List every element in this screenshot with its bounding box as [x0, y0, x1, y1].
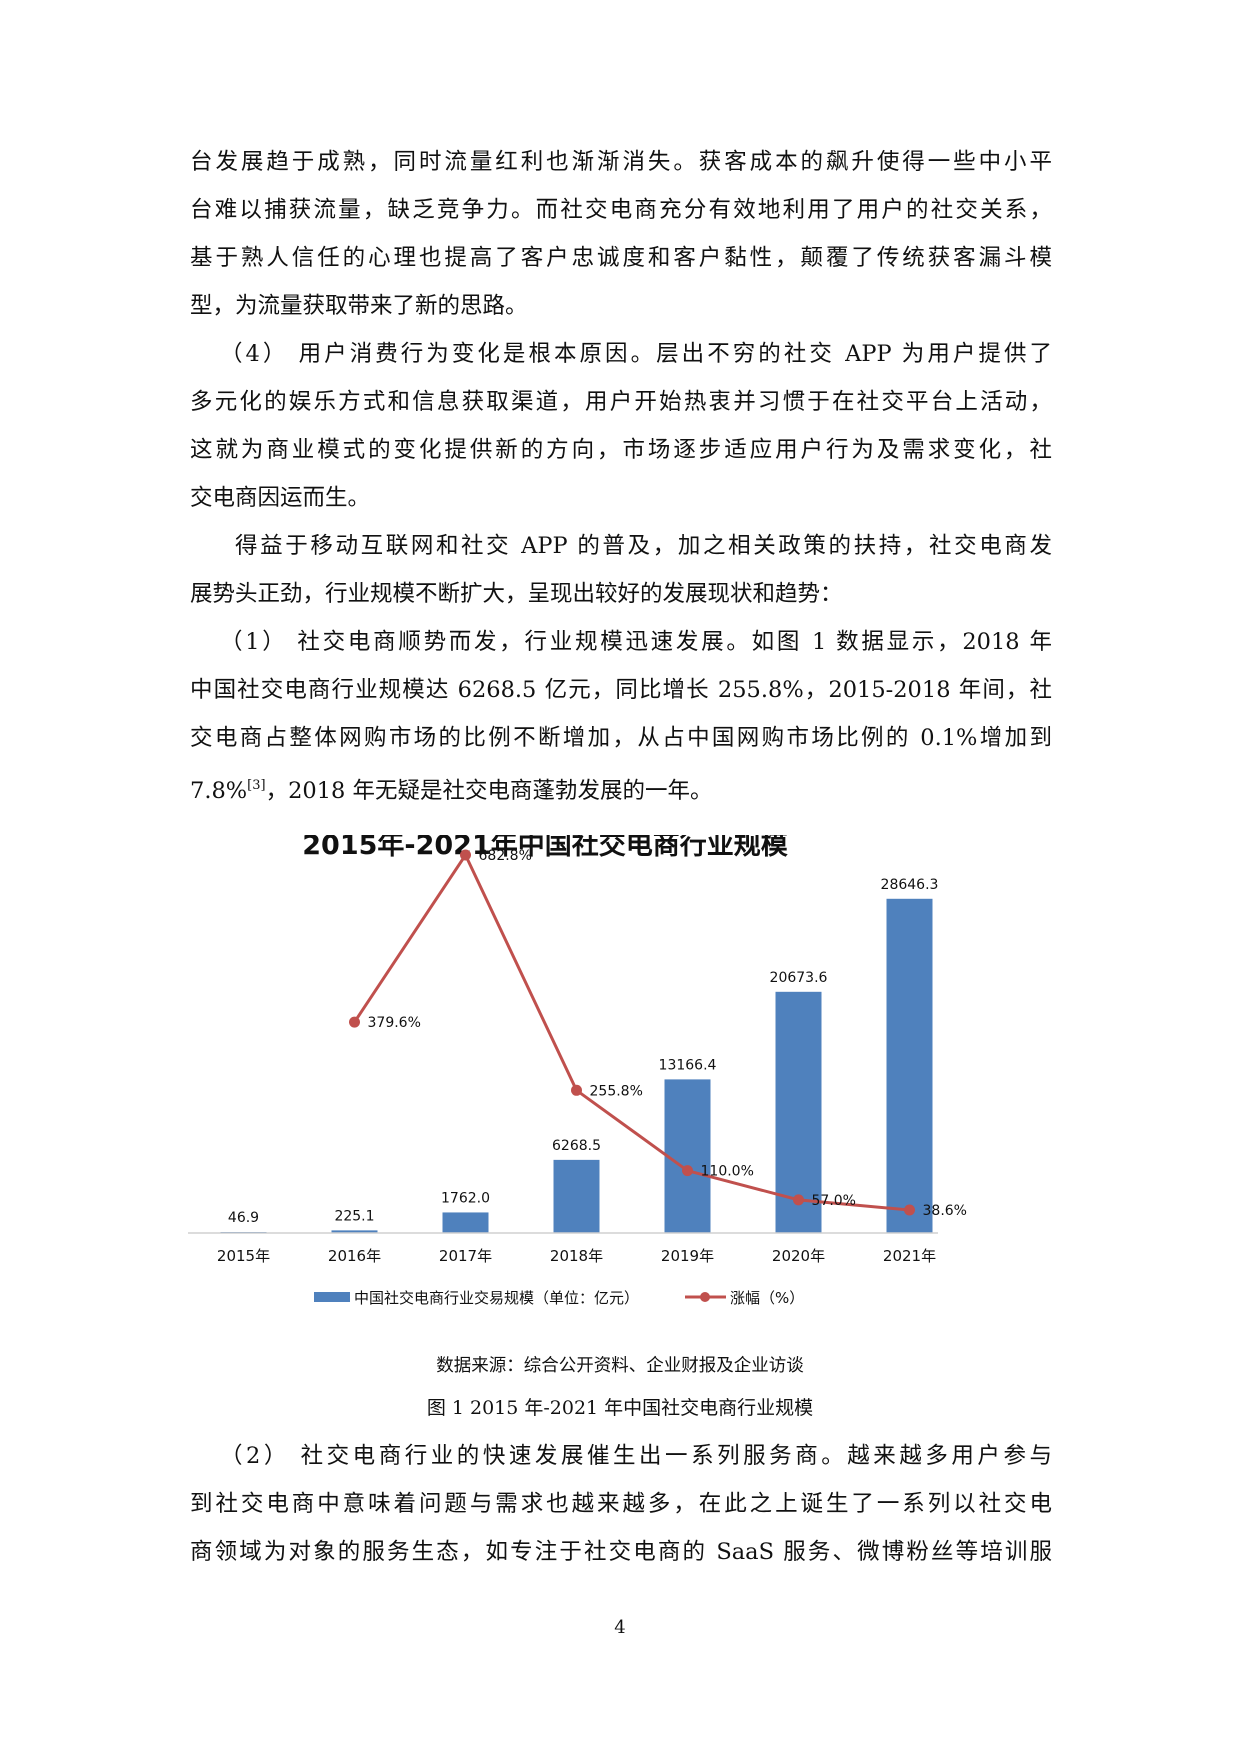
bar-data-label: 20673.6 [770, 970, 828, 986]
body-text-bottom: （2） 社交电商行业的快速发展催生出一系列服务商。越来越多用户参与 到社交电商中… [190, 1432, 1052, 1576]
text-run: 7.8% [190, 778, 248, 804]
chart-title: 2015年-2021年中国社交电商行业规模 [302, 835, 788, 861]
text-line: 到社交电商中意味着问题与需求也越来越多，在此之上诞生了一系列以社交电 [190, 1491, 1052, 1517]
growth-point [349, 1016, 360, 1028]
text-line: （4） 用户消费行为变化是根本原因。层出不穷的社交 APP 为用户提供了 [220, 341, 1052, 367]
bar [553, 1159, 600, 1233]
x-tick-label: 2017年 [439, 1247, 492, 1265]
bars-layer: 46.9 225.1 1762.0 6268.5 13166.4 20673.6 28646… [220, 877, 939, 1233]
text-line: 中国社交电商行业规模达 6268.5 亿元，同比增长 255.8%，2015-2… [190, 677, 1052, 703]
growth-data-label: 682.8% [479, 848, 532, 864]
growth-data-label: 38.6% [923, 1203, 967, 1219]
growth-data-label: 379.6% [368, 1015, 421, 1031]
text-line: 交电商占整体网购市场的比例不断增加，从占中国网购市场比例的 0.1%增加到 [190, 725, 1052, 751]
growth-data-label: 110.0% [701, 1164, 754, 1180]
text-line: （1） 社交电商顺势而发，行业规模迅速发展。如图 1 数据显示，2018 年 [220, 629, 1052, 655]
growth-point [904, 1204, 915, 1216]
body-text-top: 台发展趋于成熟，同时流量红利也渐渐消失。获客成本的飙升使得一些中小平 台难以捕获… [190, 138, 1052, 810]
bar-data-label: 13166.4 [659, 1057, 717, 1073]
industry-scale-chart: 2015年-2021年中国社交电商行业规模 46.9 225.1 1762.0 626… [188, 835, 967, 1307]
legend-swatch-marker [700, 1292, 710, 1302]
x-tick-label: 2016年 [328, 1247, 381, 1265]
figure-caption: 图 1 2015 年-2021 年中国社交电商行业规模 [426, 1397, 814, 1419]
growth-series-line [353, 851, 910, 1212]
bar-data-label: 225.1 [334, 1208, 374, 1224]
bar [331, 1230, 378, 1233]
legend-label-bar: 中国社交电商行业交易规模（单位：亿元） [354, 1289, 639, 1307]
figure-source: 数据来源：综合公开资料、企业财报及企业访谈 [436, 1356, 804, 1376]
growth-data-label: 57.0% [812, 1193, 856, 1209]
text-line: 这就为商业模式的变化提供新的方向，市场逐步适应用户行为及需求变化，社 [190, 437, 1052, 463]
x-tick-labels: 2015年 2016年 2017年 2018年 2019年 2020年 2021年 [217, 1247, 936, 1265]
text-line: 型，为流量获取带来了新的思路。 [190, 293, 528, 319]
chart-legend: 中国社交电商行业交易规模（单位：亿元） 涨幅（%） [314, 1289, 804, 1307]
growth-point [460, 849, 471, 861]
paragraph: （4） 用户消费行为变化是根本原因。层出不穷的社交 APP 为用户提供了 多元化… [190, 330, 1052, 522]
citation-ref[interactable]: [3] [247, 778, 266, 793]
legend-label-line: 涨幅（%） [730, 1289, 804, 1307]
paragraph: （2） 社交电商行业的快速发展催生出一系列服务商。越来越多用户参与 到社交电商中… [190, 1432, 1052, 1576]
x-tick-label: 2020年 [772, 1247, 825, 1265]
paragraph: 台发展趋于成熟，同时流量红利也渐渐消失。获客成本的飙升使得一些中小平 台难以捕获… [190, 138, 1052, 330]
bar [442, 1212, 489, 1233]
paragraph: 得益于移动互联网和社交 APP 的普及，加之相关政策的扶持，社交电商发 展势头正… [190, 522, 1052, 618]
text-line: 商领域为对象的服务生态，如专注于社交电商的 SaaS 服务、微博粉丝等培训服 [190, 1539, 1052, 1565]
text-line: 多元化的娱乐方式和信息获取渠道，用户开始热衷并习惯于在社交平台上活动， [190, 389, 1052, 415]
text-line: 台难以捕获流量，缺乏竞争力。而社交电商充分有效地利用了用户的社交关系， [190, 197, 1052, 223]
bar-data-label: 1762.0 [441, 1190, 490, 1206]
bar-data-label: 28646.3 [881, 877, 939, 893]
text-line: 展势头正劲，行业规模不断扩大，呈现出较好的发展现状和趋势： [190, 581, 843, 607]
bar-data-label: 6268.5 [552, 1138, 601, 1154]
x-tick-label: 2019年 [661, 1247, 714, 1265]
page-number: 4 [614, 1617, 626, 1638]
growth-data-label: 255.8% [590, 1083, 643, 1099]
x-tick-label: 2018年 [550, 1247, 603, 1265]
paragraph: （1） 社交电商顺势而发，行业规模迅速发展。如图 1 数据显示，2018 年 中… [190, 618, 1052, 810]
text-line: 得益于移动互联网和社交 APP 的普及，加之相关政策的扶持，社交电商发 [235, 533, 1052, 559]
text-run: ，2018 年无疑是社交电商蓬勃发展的一年。 [265, 778, 713, 804]
text-line: 交电商因运而生。 [190, 485, 371, 511]
growth-point [682, 1165, 693, 1177]
bar [664, 1079, 711, 1233]
growth-line-layer: 379.6% 682.8% 255.8% 110.0% 57.0% 38.6% [349, 848, 967, 1219]
legend-swatch-bar [314, 1292, 350, 1302]
text-line: 台发展趋于成熟，同时流量红利也渐渐消失。获客成本的飙升使得一些中小平 [190, 149, 1052, 175]
growth-point [571, 1084, 582, 1096]
bar-data-label: 46.9 [228, 1210, 259, 1226]
x-tick-label: 2015年 [217, 1247, 270, 1265]
text-line: （2） 社交电商行业的快速发展催生出一系列服务商。越来越多用户参与 [220, 1443, 1052, 1469]
bar [775, 991, 822, 1233]
text-line: 基于熟人信任的心理也提高了客户忠诚度和客户黏性，颠覆了传统获客漏斗模 [190, 245, 1052, 271]
x-tick-label: 2021年 [883, 1247, 936, 1265]
text-line: 7.8%[3]，2018 年无疑是社交电商蓬勃发展的一年。 [190, 762, 1052, 810]
bar [886, 898, 933, 1233]
growth-point [793, 1194, 804, 1206]
